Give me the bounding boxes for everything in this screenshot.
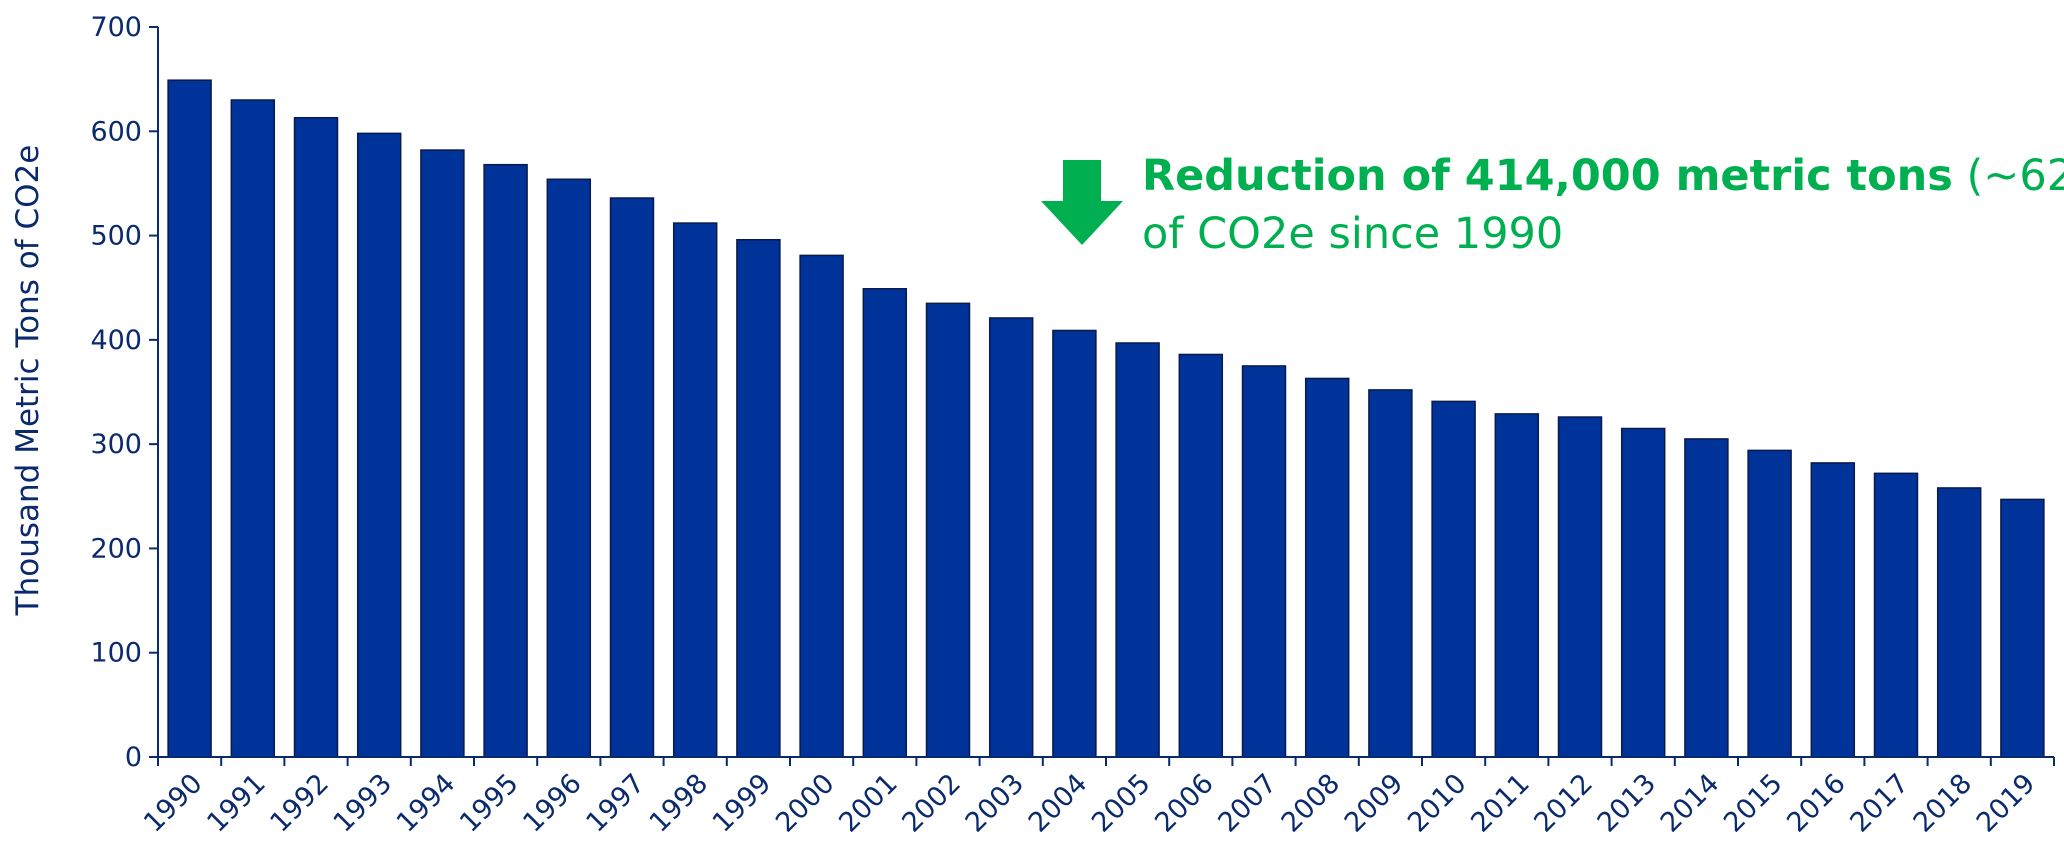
x-tick-label-1999: 1999 <box>707 768 778 839</box>
x-tick-label-2011: 2011 <box>1465 768 1536 839</box>
x-tick-label-2010: 2010 <box>1402 768 1473 839</box>
bar-1996 <box>546 178 592 758</box>
y-tick-label-200: 200 <box>90 533 142 564</box>
bar-2004 <box>1052 329 1097 758</box>
annotation-bold-text: Reduction of 414,000 metric tons <box>1142 151 1953 201</box>
bar-2012 <box>1557 416 1603 758</box>
y-tick-label-100: 100 <box>90 638 142 669</box>
x-tick-label-2017: 2017 <box>1844 768 1915 839</box>
bar-2001 <box>862 288 908 758</box>
bar-2007 <box>1241 365 1287 758</box>
bar-2011 <box>1494 413 1540 758</box>
x-tick-label-1992: 1992 <box>264 768 335 839</box>
x-tick-label-1990: 1990 <box>138 768 209 839</box>
bar-2013 <box>1620 427 1666 758</box>
y-axis-title: Thousand Metric Tons of CO2e <box>10 145 46 617</box>
bar-1997 <box>609 197 655 758</box>
x-axis: 1990199119921993199419951996199719981999… <box>138 757 2055 839</box>
down-arrow-icon <box>1041 160 1123 245</box>
x-tick-label-1991: 1991 <box>201 768 272 839</box>
bar-1993 <box>356 132 402 758</box>
bar-1992 <box>293 116 339 758</box>
bar-2015 <box>1747 449 1792 758</box>
bar-1990 <box>167 79 212 758</box>
y-tick-label-500: 500 <box>90 221 142 252</box>
x-tick-label-1995: 1995 <box>454 768 525 839</box>
y-tick-label-300: 300 <box>90 429 142 460</box>
x-tick-label-1996: 1996 <box>517 768 588 839</box>
bar-2000 <box>799 254 844 758</box>
x-tick-label-2015: 2015 <box>1718 768 1789 839</box>
x-tick-label-1994: 1994 <box>391 768 462 839</box>
x-tick-label-2014: 2014 <box>1655 768 1726 839</box>
x-tick-label-2009: 2009 <box>1339 768 1410 839</box>
x-tick-label-2007: 2007 <box>1212 768 1283 839</box>
bar-2005 <box>1115 342 1160 758</box>
y-axis: 0 100 200 300 400 500 600 700 <box>90 12 158 773</box>
x-tick-label-2008: 2008 <box>1276 768 1347 839</box>
bar-1995 <box>483 163 528 758</box>
x-tick-label-2019: 2019 <box>1971 768 2042 839</box>
x-tick-label-2018: 2018 <box>1908 768 1979 839</box>
bar-1994 <box>420 149 465 758</box>
x-tick-label-1993: 1993 <box>328 768 399 839</box>
x-tick-label-2013: 2013 <box>1592 768 1663 839</box>
y-tick-label-700: 700 <box>90 12 142 43</box>
bar-2003 <box>988 317 1034 758</box>
y-tick-label-400: 400 <box>90 325 142 356</box>
x-tick-label-2012: 2012 <box>1528 768 1599 839</box>
x-tick-label-1998: 1998 <box>644 768 715 839</box>
y-tick-label-600: 600 <box>90 116 142 147</box>
annotation-line-1: Reduction of 414,000 metric tons (~62%) <box>1142 151 2064 201</box>
x-tick-label-2004: 2004 <box>1023 768 1094 839</box>
bar-2006 <box>1178 353 1224 758</box>
x-tick-label-2003: 2003 <box>960 768 1031 839</box>
x-tick-label-2016: 2016 <box>1781 768 1852 839</box>
x-tick-label-2006: 2006 <box>1149 768 1220 839</box>
bar-2009 <box>1368 389 1413 758</box>
bar-1999 <box>736 238 781 758</box>
bar-2002 <box>925 302 971 758</box>
x-tick-label-2005: 2005 <box>1086 768 1157 839</box>
x-tick-label-2001: 2001 <box>833 768 904 839</box>
x-tick-label-2000: 2000 <box>770 768 841 839</box>
bar-1991 <box>230 99 276 758</box>
bar-2014 <box>1684 438 1729 758</box>
bar-2016 <box>1810 462 1856 758</box>
bar-2010 <box>1431 400 1476 758</box>
annotation-line-2: of CO2e since 1990 <box>1142 209 1563 259</box>
bar-2008 <box>1304 377 1350 758</box>
annotation-percent-text: (~62%) <box>1953 151 2064 201</box>
bar-1998 <box>672 222 718 758</box>
bar-2017 <box>1873 472 1919 758</box>
bar-2018 <box>1936 487 1982 758</box>
x-tick-label-2002: 2002 <box>896 768 967 839</box>
y-tick-label-0: 0 <box>125 742 142 773</box>
reduction-annotation: Reduction of 414,000 metric tons (~62%) … <box>1041 151 2064 259</box>
bar-2019 <box>2000 498 2045 758</box>
x-tick-label-1997: 1997 <box>580 768 651 839</box>
